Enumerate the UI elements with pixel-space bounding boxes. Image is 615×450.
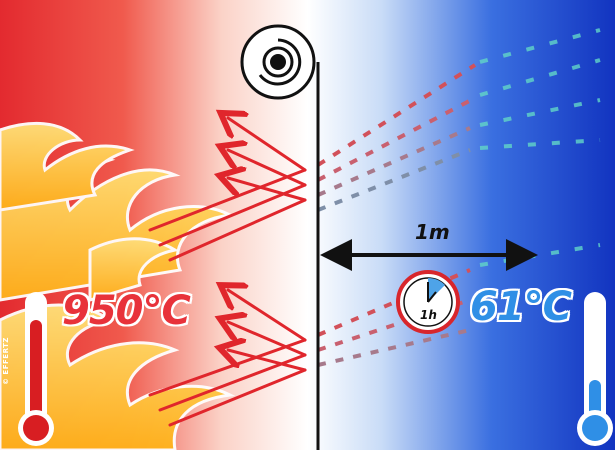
clock-icon [396,270,460,334]
fabric-roll-icon [240,24,320,450]
reflected-heat-arrows [148,118,307,427]
thermometer-cold-icon [577,292,613,446]
distance-label: 1m [415,220,450,244]
thermometer-hot-icon [18,292,54,446]
transmitted-heat-dashes-cyan [479,28,601,267]
hot-temperature-label: 950°C [62,288,191,334]
cold-temperature-label: 61°C [470,284,572,330]
time-label: 1h [420,308,437,322]
credit-text: © EFFERTZ [2,337,10,385]
